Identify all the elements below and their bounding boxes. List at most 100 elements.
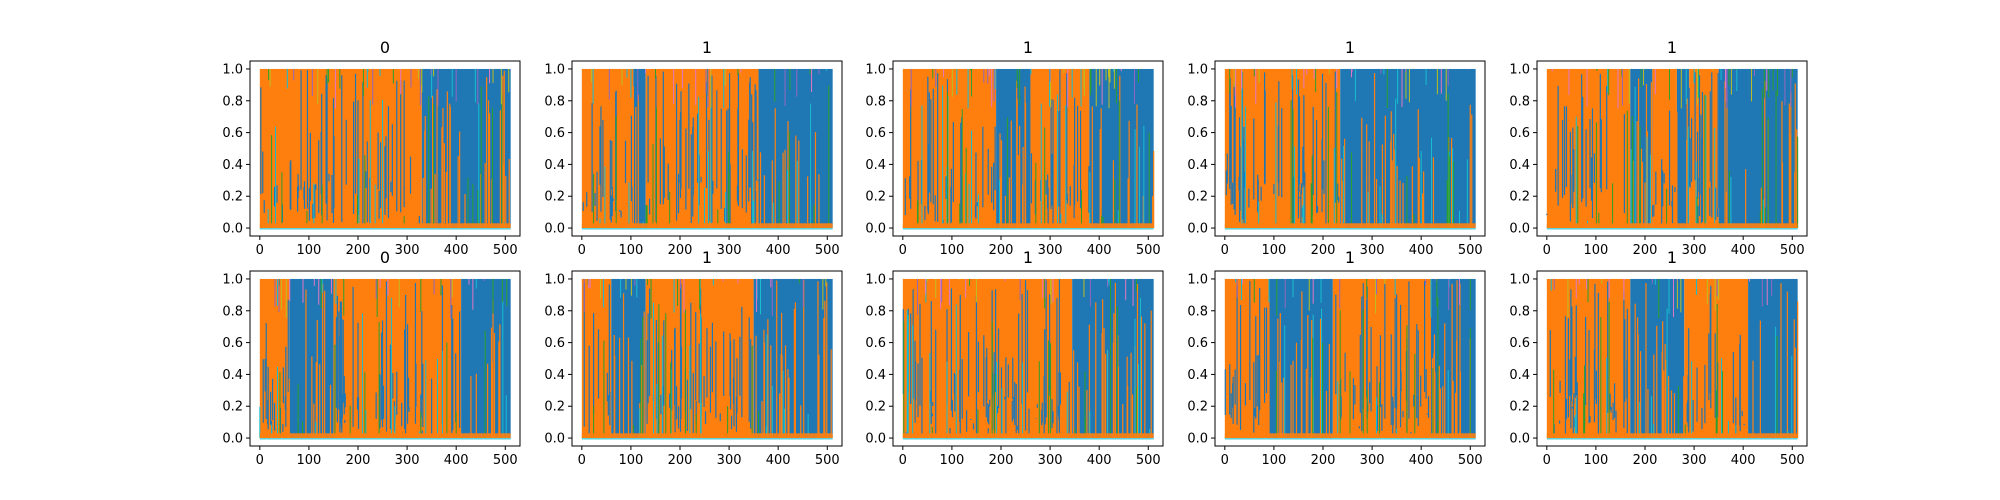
series-minor-lines bbox=[645, 69, 813, 106]
x-tick-label: 300 bbox=[1360, 243, 1385, 258]
series-minor-lines bbox=[259, 279, 507, 438]
x-tick-label: 400 bbox=[444, 453, 469, 468]
y-tick-label: 1.0 bbox=[865, 272, 886, 287]
series-minor-lines bbox=[274, 279, 485, 319]
y-tick-label: 1.0 bbox=[544, 62, 565, 77]
x-tick-label: 200 bbox=[1311, 453, 1336, 468]
axes-frame bbox=[571, 270, 843, 447]
baseline-band bbox=[902, 433, 1154, 439]
series-minor-lines bbox=[280, 279, 453, 319]
y-tick-label: 0.4 bbox=[1509, 158, 1530, 173]
subplot-title: 1 bbox=[1667, 248, 1677, 267]
axes-frame bbox=[892, 60, 1164, 237]
x-tick-label: 500 bbox=[1458, 453, 1483, 468]
x-tick-label: 200 bbox=[989, 243, 1014, 258]
y-tick-label: 0.0 bbox=[544, 432, 565, 447]
series-minor-lines bbox=[591, 69, 726, 108]
x-tick-label: 300 bbox=[717, 453, 742, 468]
y-tick-label: 0.2 bbox=[1509, 190, 1530, 205]
series-minor-lines bbox=[293, 69, 479, 106]
segment-orange bbox=[259, 68, 422, 229]
baseline-band bbox=[259, 223, 511, 229]
x-tick-label: 100 bbox=[618, 243, 643, 258]
subplot-title: 1 bbox=[1345, 248, 1355, 267]
x-tick-label: 500 bbox=[493, 453, 518, 468]
y-tick-label: 1.0 bbox=[222, 272, 243, 287]
series-orange-lines bbox=[288, 283, 501, 438]
y-tick-label: 0.4 bbox=[544, 158, 565, 173]
axes-frame bbox=[1536, 60, 1808, 237]
x-tick-label: 500 bbox=[1780, 243, 1805, 258]
y-tick-label: 1.0 bbox=[1509, 272, 1530, 287]
y-tick-label: 1.0 bbox=[544, 272, 565, 287]
y-tick-label: 0.2 bbox=[1509, 400, 1530, 415]
y-tick-label: 0.4 bbox=[1509, 368, 1530, 383]
x-tick-label: 100 bbox=[296, 243, 321, 258]
subplot-7: 1 0 100 200 300 400 500 0.0 0.2 0.4 0.6 0.8 1.0 bbox=[865, 248, 1164, 468]
series-minor-lines bbox=[1241, 279, 1460, 305]
segment-blue bbox=[633, 68, 646, 229]
x-tick-label: 0 bbox=[899, 453, 907, 468]
baseline-line bbox=[902, 438, 1154, 440]
y-tick-label: 0.6 bbox=[222, 126, 243, 141]
subplot-title: 0 bbox=[380, 38, 390, 57]
baseline-line bbox=[581, 228, 833, 230]
y-tick-label: 0.0 bbox=[544, 222, 565, 237]
x-tick-label: 300 bbox=[717, 243, 742, 258]
x-tick-label: 0 bbox=[578, 243, 586, 258]
series-minor-lines bbox=[1575, 279, 1768, 317]
y-tick-label: 0.8 bbox=[1187, 304, 1208, 319]
x-tick-label: 400 bbox=[1409, 243, 1434, 258]
x-tick-label: 300 bbox=[1360, 453, 1385, 468]
x-tick-label: 0 bbox=[1543, 243, 1551, 258]
series-minor-lines bbox=[583, 279, 804, 316]
series-minor-lines bbox=[588, 279, 772, 313]
x-tick-label: 0 bbox=[1221, 453, 1229, 468]
y-tick-label: 0.2 bbox=[865, 190, 886, 205]
segment-blue bbox=[1676, 68, 1690, 229]
plot-area-6 bbox=[581, 278, 833, 440]
subplot-title: 0 bbox=[380, 248, 390, 267]
x-tick-label: 400 bbox=[766, 453, 791, 468]
x-tick-label: 200 bbox=[989, 453, 1014, 468]
axes-frame bbox=[571, 60, 843, 237]
subplot-9: 1 0 100 200 300 400 500 0.0 0.2 0.4 0.6 0.8 1.0 bbox=[1509, 248, 1808, 468]
series-minor-lines bbox=[1551, 69, 1768, 109]
y-tick-label: 0.8 bbox=[544, 94, 565, 109]
y-tick-label: 0.0 bbox=[1509, 432, 1530, 447]
y-tick-label: 0.0 bbox=[865, 222, 886, 237]
series-minor-lines bbox=[1548, 69, 1753, 109]
y-tick-label: 0.0 bbox=[222, 222, 243, 237]
baseline-band bbox=[1224, 433, 1476, 439]
series-orange-lines bbox=[613, 280, 832, 438]
x-tick-label: 0 bbox=[899, 243, 907, 258]
y-tick-label: 1.0 bbox=[1187, 272, 1208, 287]
segment-orange bbox=[1224, 278, 1269, 439]
subplot-title: 1 bbox=[1345, 38, 1355, 57]
series-minor-lines bbox=[943, 69, 1122, 107]
y-tick-label: 0.4 bbox=[1187, 368, 1208, 383]
x-tick-label: 400 bbox=[1731, 453, 1756, 468]
x-tick-label: 400 bbox=[444, 243, 469, 258]
y-tick-label: 0.2 bbox=[544, 400, 565, 415]
x-tick-label: 400 bbox=[1409, 453, 1434, 468]
y-tick-label: 0.6 bbox=[544, 336, 565, 351]
y-tick-label: 0.2 bbox=[222, 190, 243, 205]
subplot-title: 1 bbox=[1023, 248, 1033, 267]
y-tick-label: 0.6 bbox=[1187, 126, 1208, 141]
x-tick-label: 300 bbox=[1038, 453, 1063, 468]
subplot-8: 1 0 100 200 300 400 500 0.0 0.2 0.4 0.6 0.8 1.0 bbox=[1187, 248, 1486, 468]
x-tick-label: 100 bbox=[296, 453, 321, 468]
x-tick-label: 100 bbox=[1583, 243, 1608, 258]
series-minor-lines bbox=[926, 279, 1085, 305]
x-tick-label: 100 bbox=[939, 243, 964, 258]
series-minor-lines bbox=[917, 69, 1150, 228]
baseline-line bbox=[1224, 228, 1476, 230]
y-tick-label: 0.2 bbox=[544, 190, 565, 205]
series-minor-lines bbox=[951, 69, 1115, 109]
y-tick-label: 1.0 bbox=[222, 62, 243, 77]
series-minor-lines bbox=[1567, 279, 1747, 318]
y-tick-label: 0.6 bbox=[1509, 336, 1530, 351]
x-tick-label: 100 bbox=[939, 453, 964, 468]
